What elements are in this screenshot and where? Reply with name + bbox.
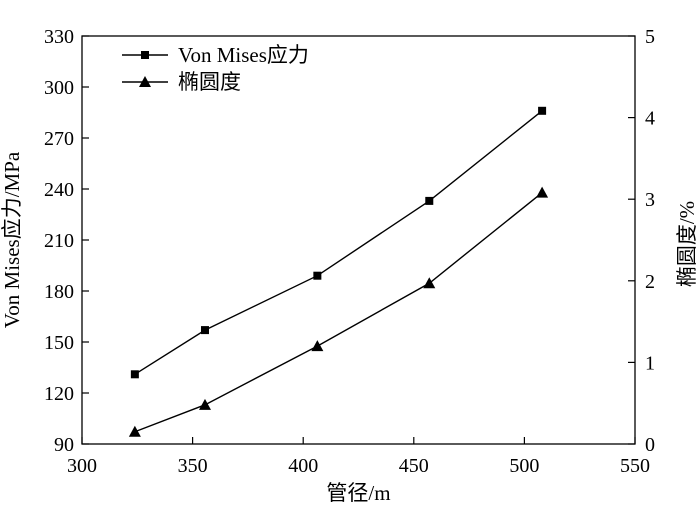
x-tick-label: 350 [178, 455, 208, 477]
legend-item-von-mises: Von Mises应力 [122, 43, 309, 67]
x-tick-label: 300 [67, 455, 97, 477]
x-axis: 300 350 400 450 500 550 [67, 437, 650, 477]
series-layer [128, 106, 549, 437]
y-right-tick-label: 4 [645, 108, 655, 130]
y-left-tick-label: 270 [44, 128, 74, 150]
data-point-square [425, 196, 434, 205]
series-von-mises [130, 106, 547, 379]
legend-label-ovality: 椭圆度 [178, 70, 241, 94]
y-right-tick-label: 5 [645, 26, 655, 48]
x-tick-label: 400 [288, 455, 318, 477]
legend: Von Mises应力 椭圆度 [122, 43, 309, 94]
y-axis-left-title: Von Mises应力/MPa [0, 151, 24, 328]
legend-marker-square [141, 51, 149, 59]
data-point-triangle [311, 340, 324, 352]
y-left-tick-label: 240 [44, 179, 74, 201]
series-line [134, 192, 543, 433]
y-right-tick-label: 1 [645, 352, 655, 374]
y-left-tick-label: 90 [54, 434, 74, 456]
data-point-square [313, 271, 322, 280]
y-right-tick-label: 2 [645, 271, 655, 293]
plot-frame [81, 35, 636, 445]
legend-label-von-mises: Von Mises应力 [178, 43, 309, 67]
data-point-triangle [423, 277, 436, 289]
y-left-tick-label: 180 [44, 281, 74, 303]
y-left-tick-label: 330 [44, 26, 74, 48]
data-point-triangle [198, 398, 211, 410]
plot-border [81, 35, 636, 445]
x-tick-label: 450 [399, 455, 429, 477]
y-axis-left: 90 120 150 180 210 240 270 300 330 [44, 26, 89, 456]
data-point-triangle [128, 425, 141, 437]
x-axis-title: 管径/m [326, 481, 390, 505]
y-right-tick-label: 3 [645, 189, 655, 211]
data-point-square [130, 370, 139, 379]
y-left-tick-label: 300 [44, 77, 74, 99]
y-left-tick-label: 120 [44, 383, 74, 405]
legend-item-ovality: 椭圆度 [122, 70, 241, 94]
y-left-tick-label: 150 [44, 332, 74, 354]
y-right-tick-label: 0 [645, 434, 655, 456]
data-point-square [538, 106, 547, 115]
series-ovality [128, 186, 549, 437]
data-point-square [200, 326, 209, 335]
data-point-triangle [536, 186, 549, 198]
y-axis-right: 0 1 2 3 4 5 [628, 26, 655, 456]
y-axis-right-title: 椭圆度/% [675, 201, 699, 287]
x-tick-label: 550 [620, 455, 650, 477]
y-left-tick-label: 210 [44, 230, 74, 252]
legend-marker-triangle [139, 76, 151, 87]
x-tick-label: 500 [509, 455, 539, 477]
